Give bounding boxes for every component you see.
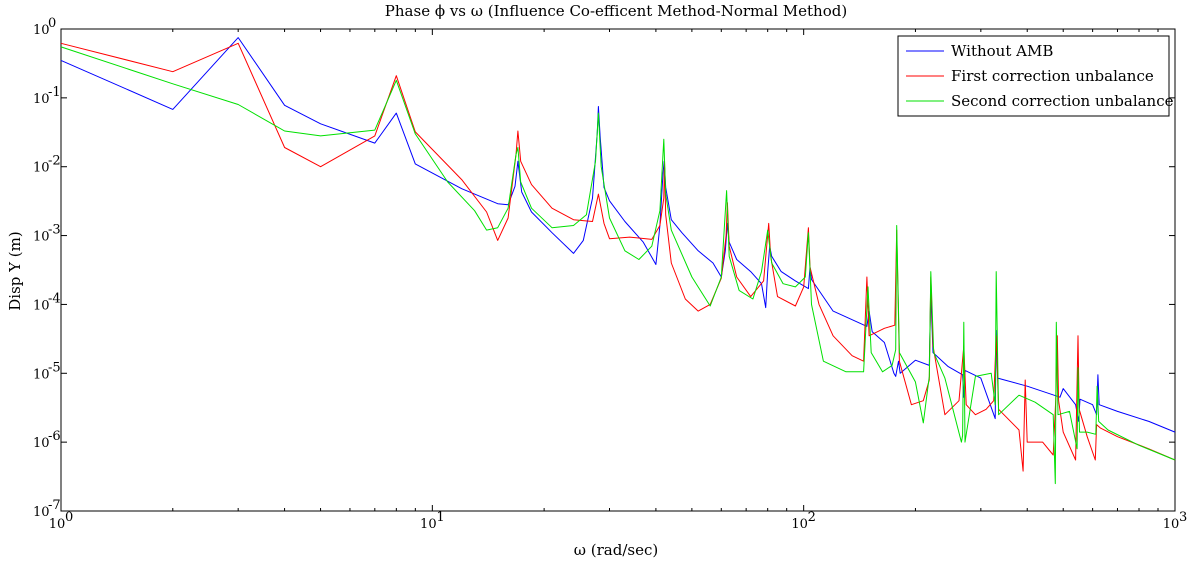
y-tick-exponent: -6 [48,429,61,444]
y-tick-label: 10 [33,436,50,451]
x-tick-label: 10 [420,517,437,532]
legend-entry: First correction unbalance [951,67,1154,85]
y-tick-exponent: -5 [48,360,61,375]
y-tick-exponent: -7 [48,498,61,513]
series-line-3 [60,46,1176,485]
y-tick-label: 10 [33,92,50,107]
x-axis-label: ω (rad/sec) [574,541,658,559]
y-axis-label: Disp Y (m) [6,231,24,311]
y-tick-label: 10 [33,230,50,245]
y-tick-exponent: -2 [48,154,61,169]
chart-title: Phase ϕ vs ω (Influence Co-efficent Meth… [385,2,847,20]
x-tick-exponent: 2 [808,510,816,525]
y-tick-label: 10 [33,505,50,520]
y-tick-exponent: -4 [48,291,61,306]
legend-entry: Second correction unbalance [951,92,1174,110]
legend-entry: Without AMB [951,42,1053,60]
legend: Without AMB First correction unbalance Sec… [897,35,1174,117]
x-tick-exponent: 0 [65,510,73,525]
x-tick-label: 10 [1163,517,1180,532]
y-tick-exponent: -1 [48,85,61,100]
x-tick-exponent: 1 [436,510,444,525]
y-tick-label: 10 [33,298,50,313]
x-tick-label: 10 [791,517,808,532]
axis-ticks: 10 0 10 1 10 2 10 310010-110-210-310-410-510-61… [33,16,1187,532]
y-tick-exponent: 0 [48,16,56,31]
plot-area [60,28,1176,512]
series-layer [60,37,1176,485]
x-tick-exponent: 3 [1179,510,1187,525]
y-tick-label: 10 [33,23,50,38]
y-tick-label: 10 [33,367,50,382]
y-tick-exponent: -3 [48,223,61,238]
y-tick-label: 10 [33,161,50,176]
x-tick-label: 10 [49,517,66,532]
